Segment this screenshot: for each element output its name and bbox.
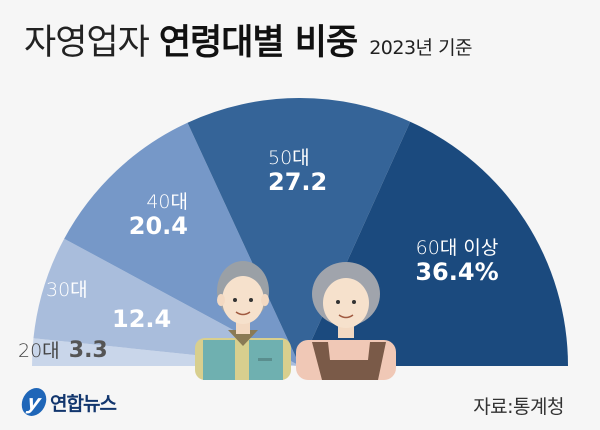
yonhap-logo-text: 연합뉴스 [50,392,117,415]
label-50s: 50대 27.2 [268,147,328,196]
label-60s-category: 60대 이상 [415,237,499,259]
label-30s-value: 12.4 [112,305,172,333]
title-bold: 연령대별 비중 [158,23,358,63]
label-30s-val-wrap: 12.4 [112,305,172,333]
chart-title: 자영업자 연령대별 비중 2023년 기준 [24,14,473,74]
elderly-man-illustration [195,261,291,380]
label-20s-value: 3.3 [68,338,108,363]
label-50s-value: 27.2 [268,167,328,196]
label-20s-category: 20대 [18,340,60,362]
title-light: 자영업자 [24,23,150,63]
label-40s: 40대 20.4 [108,191,188,240]
yonhap-logo-icon: y [19,388,49,416]
elderly-woman-illustration [296,262,396,380]
source-credit: 자료:통계청 [473,396,564,418]
label-20s: 20대 3.3 [18,338,108,363]
label-50s-category: 50대 [268,147,310,169]
label-30s: 30대 [46,280,126,301]
wedge-50s [187,97,411,366]
label-60s-value: 36.4% [415,257,499,286]
label-60s-plus: 60대 이상 36.4% [398,237,516,286]
label-40s-value: 20.4 [128,211,188,240]
label-30s-category: 30대 [46,279,88,301]
title-subtitle: 2023년 기준 [369,37,473,59]
label-40s-category: 40대 [146,191,188,213]
yonhap-logo: y 연합뉴스 [19,388,117,416]
